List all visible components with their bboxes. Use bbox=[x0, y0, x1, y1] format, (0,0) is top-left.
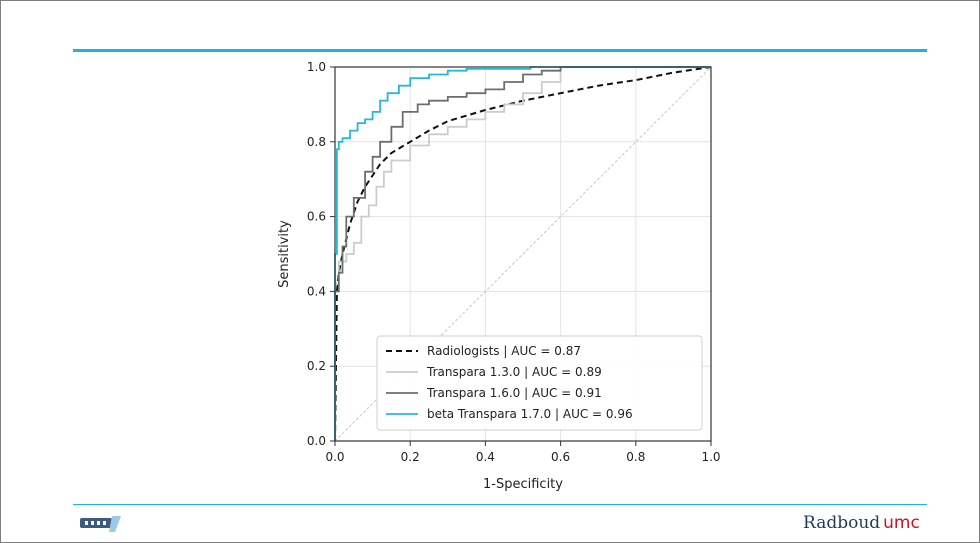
x-tick-label: 0.4 bbox=[476, 450, 495, 464]
brand-name: Radboud bbox=[803, 513, 881, 533]
legend-box bbox=[376, 335, 703, 431]
x-tick-label: 1.0 bbox=[701, 450, 720, 464]
y-tick-label: 0.2 bbox=[307, 359, 326, 373]
y-tick-label: 0.4 bbox=[307, 284, 326, 298]
x-axis-label: 1-Specificity bbox=[483, 477, 563, 492]
x-tick-label: 0.8 bbox=[626, 450, 645, 464]
series-line-3 bbox=[334, 66, 711, 441]
y-tick-label: 0.6 bbox=[307, 210, 326, 224]
x-tick-label: 0.0 bbox=[325, 450, 344, 464]
dxt-logo-icon bbox=[80, 516, 121, 532]
legend-label: Transpara 1.3.0 | AUC = 0.89 bbox=[426, 365, 602, 379]
y-tick-label: 0.0 bbox=[307, 434, 326, 448]
brand-suffix: umc bbox=[883, 513, 920, 533]
chart-ticks: 0.0 0.2 0.4 0.6 0.8 1.0 0.0 0.2 0.4 0.6 0.8 1.0 bbox=[307, 60, 721, 464]
legend-label: beta Transpara 1.7.0 | AUC = 0.96 bbox=[427, 407, 633, 421]
chart-series-layer bbox=[334, 66, 712, 442]
series-line-2 bbox=[334, 66, 711, 441]
y-tick-label: 0.8 bbox=[307, 135, 326, 149]
legend-label: Transpara 1.6.0 | AUC = 0.91 bbox=[426, 386, 602, 400]
reference-diagonal bbox=[334, 66, 712, 442]
top-accent-rule bbox=[73, 49, 927, 52]
bottom-accent-rule bbox=[73, 504, 927, 505]
chart-legend: Radiologists | AUC = 0.87 Transpara 1.3.0… bbox=[376, 335, 703, 431]
y-tick-label: 1.0 bbox=[307, 60, 326, 74]
x-tick-label: 0.2 bbox=[401, 450, 420, 464]
y-axis-label: Sensitivity bbox=[277, 220, 292, 288]
x-tick-label: 0.6 bbox=[551, 450, 570, 464]
legend-label: Radiologists | AUC = 0.87 bbox=[427, 344, 581, 358]
series-line-1 bbox=[334, 66, 711, 441]
radboudumc-logo: Radboud umc bbox=[803, 513, 920, 533]
plot-frame bbox=[334, 66, 712, 442]
